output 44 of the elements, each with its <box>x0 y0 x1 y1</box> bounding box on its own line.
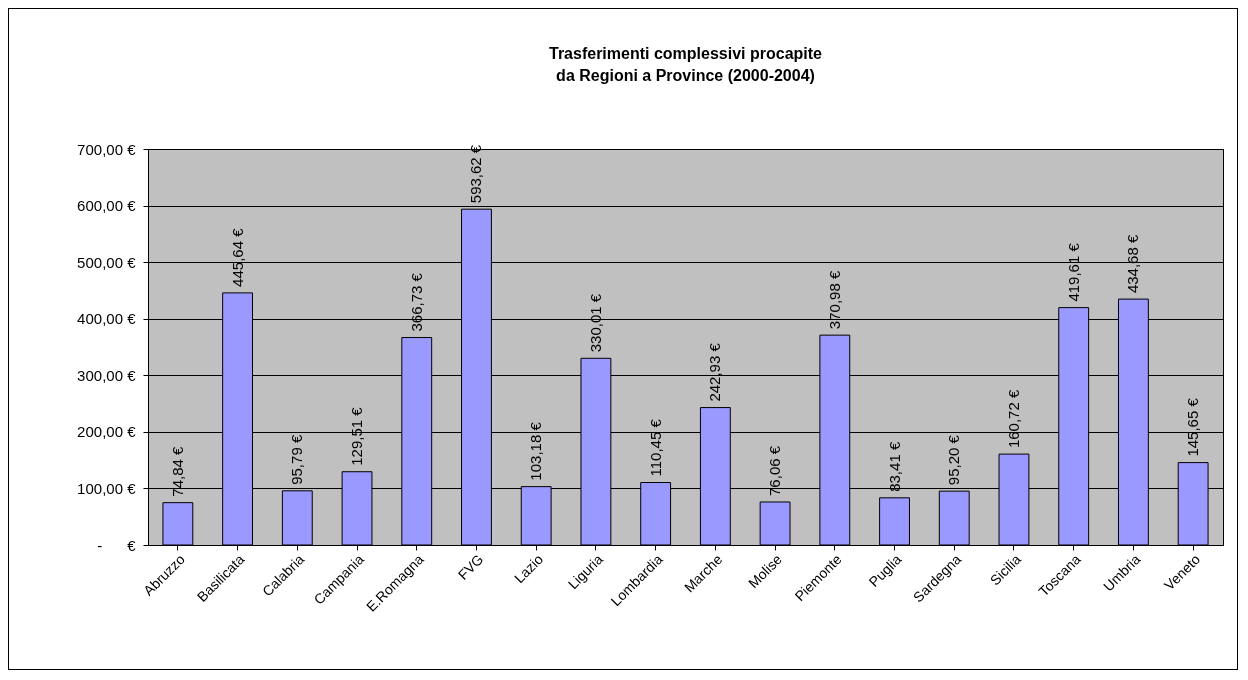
bar <box>162 502 194 546</box>
data-label: 110,45 € <box>646 418 664 477</box>
bar <box>879 497 910 546</box>
y-tick-label: 200,00 € <box>77 423 137 441</box>
y-tick-label: 100,00 € <box>77 479 137 497</box>
data-label: 242,93 € <box>706 342 724 402</box>
data-label: 145,65 € <box>1184 397 1202 457</box>
data-label: 74,84 € <box>168 445 186 497</box>
bar <box>401 337 433 546</box>
bar <box>1117 298 1149 546</box>
bar <box>998 453 1030 546</box>
data-label: 83,41 € <box>885 441 903 492</box>
data-label: 160,72 € <box>1004 389 1022 449</box>
data-label: 330,01 € <box>586 293 604 353</box>
bar <box>222 292 254 546</box>
y-tick-label: 700,00 € <box>77 140 137 158</box>
data-label: 445,64 € <box>228 227 246 287</box>
chart-title: Trasferimenti complessivi procapite da Regioni a Province (2000-2004) <box>549 45 823 84</box>
y-tick-label: - € <box>97 536 137 554</box>
y-tick-label: 300,00 € <box>77 366 137 384</box>
y-tick-label: 600,00 € <box>77 197 137 215</box>
data-label: 419,61 € <box>1064 242 1082 302</box>
bar <box>341 471 373 546</box>
data-label: 129,51 € <box>348 406 366 466</box>
data-label: 103,18 € <box>527 421 545 481</box>
data-label: 95,79 € <box>288 434 306 485</box>
data-label: 370,98 € <box>825 270 843 330</box>
bar <box>640 482 672 546</box>
data-label: 366,73 € <box>407 272 425 332</box>
data-label: 76,06 € <box>766 445 784 496</box>
bar <box>938 490 970 546</box>
y-tick-label: 500,00 € <box>77 253 137 271</box>
bar <box>1058 307 1090 546</box>
data-label: 95,20 € <box>945 434 963 486</box>
bar <box>759 501 791 546</box>
y-tick-label: 400,00 € <box>77 310 137 328</box>
bar <box>699 407 731 546</box>
bar <box>520 486 552 546</box>
data-label: 434,68 € <box>1124 234 1142 294</box>
bar <box>1177 462 1209 546</box>
bar <box>281 490 313 546</box>
bar <box>461 208 492 546</box>
bar <box>819 334 851 546</box>
bar <box>580 357 612 546</box>
